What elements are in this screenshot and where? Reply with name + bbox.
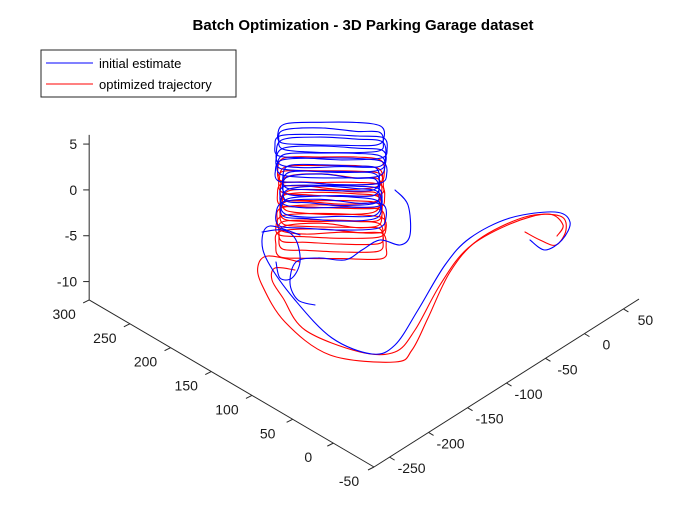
optimized-route: [257, 213, 567, 363]
z-tick-label: -5: [65, 228, 78, 244]
x-tick: [623, 308, 629, 313]
initial-levels-loop: [282, 173, 380, 206]
y-axis-line: [88, 299, 375, 468]
chart-title: Batch Optimization - 3D Parking Garage d…: [193, 17, 534, 34]
legend-box: [40, 49, 237, 98]
y-tick-label: 100: [215, 401, 239, 417]
x-tick-label: 50: [638, 312, 654, 328]
initial-levels-loop: [281, 170, 381, 197]
initial-levels-loop: [275, 136, 387, 169]
optimized-levels-loop: [279, 191, 383, 223]
x-tick-label: 0: [603, 337, 611, 353]
legend-label-optimized: optimized trajectory: [99, 77, 212, 92]
initial-levels-loop: [280, 195, 382, 222]
x-tick: [545, 357, 551, 362]
y-tick-label: 300: [52, 306, 76, 322]
optimized-inner-ramp: [270, 213, 564, 356]
z-tick-label: 5: [69, 136, 77, 152]
initial-levels-loop: [274, 133, 388, 161]
legend-label-initial: initial estimate: [99, 56, 181, 71]
initial-levels: [274, 121, 388, 231]
initial-levels-loop: [278, 127, 384, 154]
z-tick-label: -10: [57, 274, 77, 290]
y-tick: [327, 442, 334, 447]
y-tick-label: 250: [93, 330, 117, 346]
initial-inner-ramp: [289, 189, 412, 306]
legend: initial estimate optimized trajectory: [40, 49, 237, 98]
trajectories: [257, 121, 571, 363]
initial-route: [261, 189, 571, 355]
x-tick: [584, 333, 590, 338]
y-tick: [367, 466, 375, 471]
x-tick-label: -250: [398, 460, 426, 476]
y-tick-label: 150: [175, 378, 199, 394]
initial-levels-loop: [275, 145, 387, 174]
z-tick-label: 0: [69, 182, 77, 198]
initial-levels-loop: [280, 185, 382, 218]
y-tick: [164, 347, 171, 352]
initial-outer-ramp: [261, 229, 301, 281]
axes-3d: -250-200-150-100-50050-50050100150200250…: [52, 134, 654, 489]
initial-levels-loop: [274, 157, 388, 186]
y-tick: [286, 418, 293, 423]
x-tick-label: -150: [476, 411, 504, 427]
y-tick-label: 200: [134, 354, 158, 370]
y-tick-label: 50: [260, 425, 276, 441]
y-tick-label: -50: [339, 473, 359, 489]
x-tick-label: -200: [437, 435, 465, 451]
y-tick-label: 0: [304, 449, 312, 465]
y-tick: [245, 394, 253, 399]
y-tick: [82, 299, 90, 304]
y-tick: [123, 323, 131, 328]
optimized-levels: [274, 156, 388, 261]
x-tick-label: -100: [514, 386, 542, 402]
x-tick: [467, 407, 473, 412]
optimized-levels-loop: [276, 181, 386, 210]
optimized-ramp: [257, 213, 567, 363]
initial-levels-loop: [276, 121, 386, 147]
optimized-levels-loop: [279, 199, 383, 229]
optimized-levels-loop: [278, 222, 384, 253]
optimized-levels-loop: [276, 204, 386, 235]
initial-levels-loop: [279, 184, 383, 209]
y-tick: [205, 371, 212, 375]
initial-levels-loop: [282, 163, 380, 192]
initial-levels-loop: [275, 198, 387, 231]
x-tick: [428, 431, 434, 436]
optimized-levels-loop: [278, 219, 384, 246]
x-tick: [506, 382, 512, 387]
initial-ramp: [261, 211, 571, 355]
optimized-levels-loop: [274, 228, 388, 261]
x-tick: [389, 456, 395, 461]
x-tick-label: -50: [557, 361, 577, 377]
